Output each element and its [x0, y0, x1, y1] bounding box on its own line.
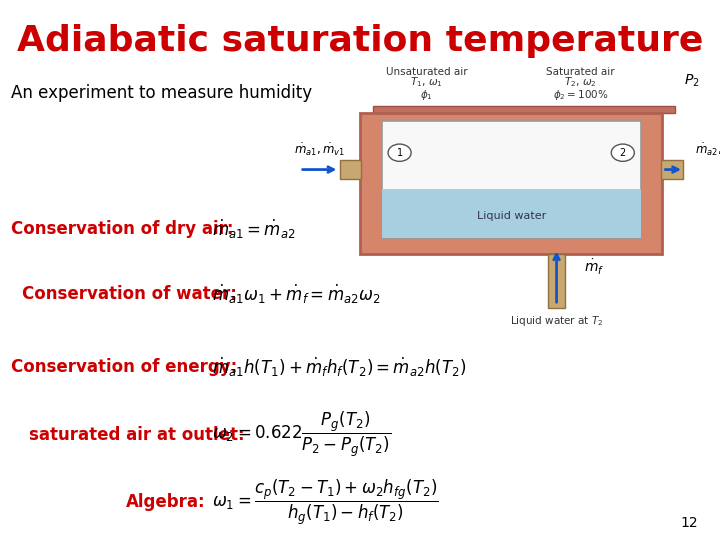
Text: Saturated air: Saturated air [546, 66, 615, 77]
Text: $\omega_1=\dfrac{c_p(T_2-T_1)+\omega_2 h_{fg}(T_2)}{h_g(T_1)-h_f(T_2)}$: $\omega_1=\dfrac{c_p(T_2-T_1)+\omega_2 h… [212, 477, 439, 527]
Text: $\phi_2=100\%$: $\phi_2=100\%$ [553, 87, 608, 102]
Bar [382, 122, 641, 238]
Bar [661, 160, 683, 179]
Circle shape [611, 144, 634, 161]
Text: $\dot{m}_f$: $\dot{m}_f$ [584, 258, 604, 277]
Circle shape [388, 144, 411, 161]
Text: $\dot{m}_{a1}h(T_1)+\dot{m}_f h_f(T_2)=\dot{m}_{a2}h(T_2)$: $\dot{m}_{a1}h(T_1)+\dot{m}_f h_f(T_2)=\… [212, 356, 467, 379]
Text: Adiabatic saturation temperature: Adiabatic saturation temperature [17, 24, 703, 58]
Text: $\dot{m}_{a1}\omega_1+\dot{m}_f=\dot{m}_{a2}\omega_2$: $\dot{m}_{a1}\omega_1+\dot{m}_f=\dot{m}_… [212, 283, 381, 306]
Text: Conservation of energy:: Conservation of energy: [11, 358, 237, 376]
Polygon shape [373, 106, 675, 113]
Bar [382, 189, 641, 238]
Text: saturated air at outlet:: saturated air at outlet: [29, 426, 244, 444]
Bar [548, 254, 565, 308]
Text: 2: 2 [620, 148, 626, 158]
Text: $T_2,\,\omega_2$: $T_2,\,\omega_2$ [564, 75, 597, 89]
Text: 12: 12 [681, 516, 698, 530]
Text: $\phi_1$: $\phi_1$ [420, 87, 433, 102]
Bar [360, 113, 662, 254]
Text: 1: 1 [397, 148, 402, 158]
Text: $\dot{m}_{a2},\dot{m}_{v2}$: $\dot{m}_{a2},\dot{m}_{v2}$ [695, 141, 720, 158]
Text: $\dot{m}_{a1}=\dot{m}_{a2}$: $\dot{m}_{a1}=\dot{m}_{a2}$ [212, 218, 296, 241]
Text: Conservation of dry air:: Conservation of dry air: [11, 220, 233, 239]
Text: $T_1,\,\omega_1$: $T_1,\,\omega_1$ [410, 75, 443, 89]
Text: Liquid water: Liquid water [477, 211, 546, 221]
Text: $\dot{m}_{a1},\dot{m}_{v1}$: $\dot{m}_{a1},\dot{m}_{v1}$ [294, 141, 345, 158]
Text: Algebra:: Algebra: [126, 493, 206, 511]
Text: Conservation of water:: Conservation of water: [22, 285, 236, 303]
Text: Unsaturated air: Unsaturated air [386, 66, 467, 77]
Text: Liquid water at $T_2$: Liquid water at $T_2$ [510, 314, 603, 328]
Text: $\omega_2=0.622\dfrac{P_g(T_2)}{P_2-P_g(T_2)}$: $\omega_2=0.622\dfrac{P_g(T_2)}{P_2-P_g(… [212, 410, 392, 460]
Text: $P_2$: $P_2$ [684, 73, 700, 89]
Bar [340, 160, 361, 179]
Text: An experiment to measure humidity: An experiment to measure humidity [11, 84, 312, 102]
